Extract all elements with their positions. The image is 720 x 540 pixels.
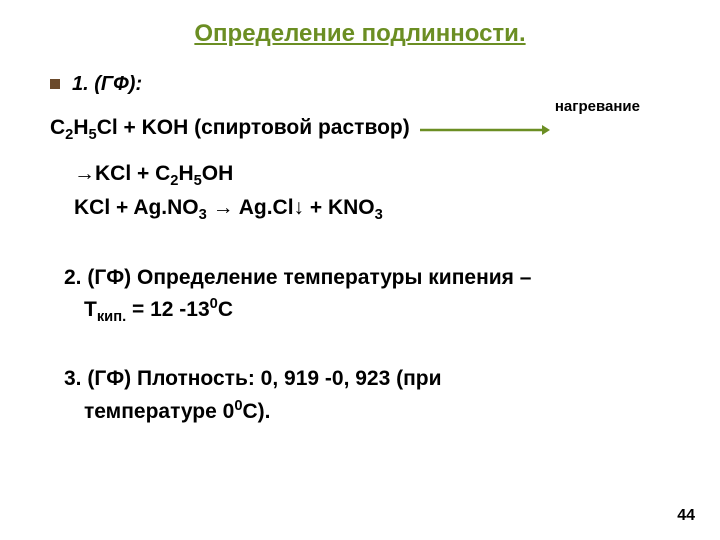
product-line-2: KCl + Ag.NO3 → Ag.Cl↓ + KNO3 bbox=[74, 192, 670, 226]
item-2-line-1: 2. (ГФ) Определение температуры кипения … bbox=[64, 262, 670, 294]
item-3-line-2: температуре 00C). bbox=[84, 395, 670, 428]
product-line-1: →KCl + C2H5OH bbox=[74, 158, 670, 192]
arrow-label-heating: нагревание bbox=[555, 98, 640, 115]
reaction-1-reactants: C2H5Cl + KOH (спиртовой раствор) bbox=[50, 116, 670, 143]
reaction-products: →KCl + C2H5OH KCl + Ag.NO3 → Ag.Cl↓ + KN… bbox=[74, 158, 670, 226]
reaction-arrow-icon bbox=[420, 118, 550, 138]
reaction-1: C2H5Cl + KOH (спиртовой раствор) нагрева… bbox=[50, 116, 670, 143]
item-1-label: 1. (ГФ): bbox=[72, 73, 142, 96]
item-3-line-1: 3. (ГФ) Плотность: 0, 919 -0, 923 (при bbox=[64, 363, 670, 395]
slide-title: Определение подлинности. bbox=[50, 20, 670, 48]
item-1-header: 1. (ГФ): bbox=[50, 73, 670, 96]
page-number: 44 bbox=[677, 507, 695, 525]
item-2: 2. (ГФ) Определение температуры кипения … bbox=[64, 262, 670, 329]
item-3: 3. (ГФ) Плотность: 0, 919 -0, 923 (при т… bbox=[64, 363, 670, 427]
bullet-square-icon bbox=[50, 79, 60, 89]
item-2-line-2: Tкип. = 12 -130C bbox=[84, 293, 670, 328]
